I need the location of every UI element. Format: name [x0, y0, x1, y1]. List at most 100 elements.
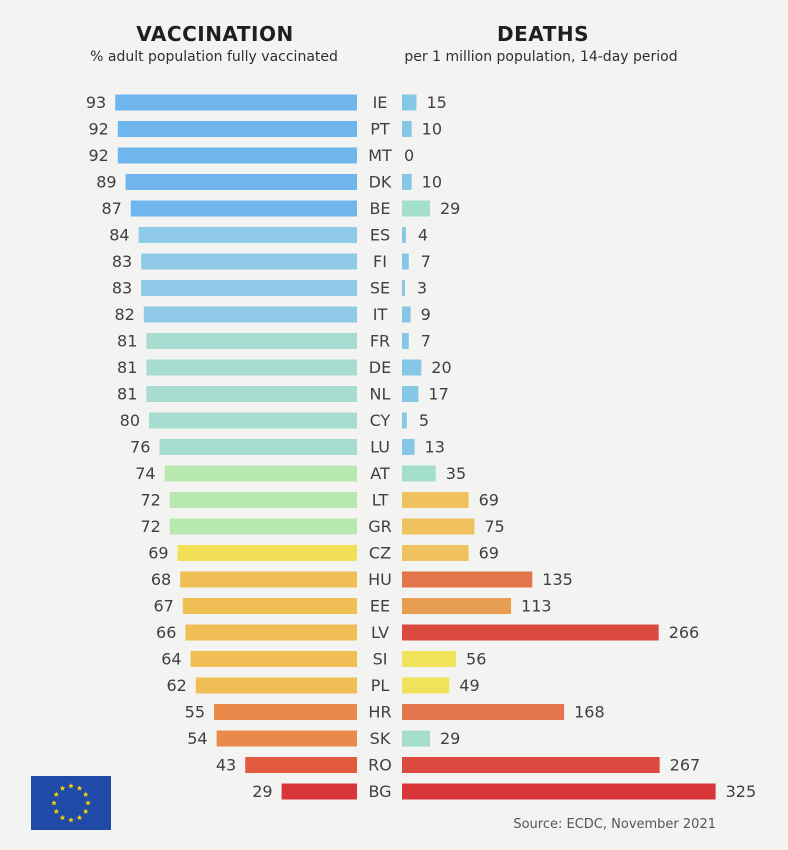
country-code-label: FI [373, 252, 387, 271]
vaccination-bar-cz [177, 545, 357, 561]
vaccination-value-label: 74 [135, 464, 155, 483]
deaths-bar-fr [402, 333, 409, 349]
vaccination-bar-mt [117, 147, 357, 164]
deaths-bar-cz [402, 545, 469, 561]
country-code-label: IT [373, 305, 388, 324]
vaccination-value-label: 64 [161, 650, 181, 669]
flag-star [68, 783, 74, 789]
flag-star [85, 800, 91, 806]
deaths-value-label: 325 [726, 782, 757, 801]
deaths-value-label: 29 [440, 199, 460, 218]
deaths-bar-si [402, 651, 457, 667]
deaths-value-label: 7 [421, 332, 431, 351]
deaths-bar-be [402, 200, 430, 217]
vaccination-bar-pt [117, 121, 357, 137]
deaths-value-label: 113 [521, 597, 552, 616]
flag-star [53, 808, 60, 814]
deaths-bar-cy [402, 412, 407, 429]
country-code-label: DE [369, 358, 391, 377]
deaths-bar-ro [402, 757, 660, 773]
deaths-bar-ee [402, 598, 512, 614]
country-code-label: RO [368, 756, 392, 775]
vaccination-value-label: 84 [109, 226, 129, 245]
vaccination-value-label: 89 [96, 173, 116, 192]
deaths-subtitle: per 1 million population, 14-day period [404, 49, 678, 65]
deaths-bar-at [402, 465, 436, 482]
country-code-label: LV [371, 623, 389, 642]
vaccination-bar-hr [214, 704, 357, 720]
country-code-label: BE [369, 199, 390, 218]
vaccination-bar-fr [146, 333, 357, 349]
vaccination-bar-hu [180, 571, 357, 588]
deaths-bar-nl [402, 386, 419, 402]
deaths-bar-ie [402, 94, 417, 111]
deaths-value-label: 29 [440, 729, 460, 748]
vaccination-value-label: 87 [101, 199, 121, 218]
vaccination-value-label: 72 [140, 517, 160, 536]
deaths-value-label: 5 [419, 411, 429, 430]
deaths-value-label: 3 [417, 279, 427, 298]
vaccination-bar-bg [281, 783, 357, 800]
deaths-bar-pt [402, 121, 412, 137]
country-code-label: LU [370, 438, 390, 457]
flag-star [68, 817, 74, 823]
deaths-bar-gr [402, 518, 475, 535]
vaccination-value-label: 72 [140, 491, 160, 510]
vaccination-bar-lu [159, 439, 357, 455]
deaths-bar-bg [402, 783, 716, 800]
vaccination-value-label: 55 [185, 703, 205, 722]
flag-star [59, 785, 66, 791]
vaccination-value-label: 81 [117, 332, 137, 351]
vaccination-value-label: 67 [153, 597, 173, 616]
deaths-value-label: 20 [431, 358, 451, 377]
flag-star [51, 800, 57, 806]
country-code-label: PT [370, 120, 390, 139]
deaths-bar-fi [402, 253, 409, 270]
country-code-label: SK [370, 729, 391, 748]
deaths-value-label: 7 [421, 252, 431, 271]
flag-star [82, 808, 89, 814]
vaccination-bar-lt [169, 492, 357, 508]
deaths-bar-sk [402, 730, 430, 747]
deaths-title: DEATHS [497, 22, 589, 46]
flag-star [76, 785, 83, 791]
deaths-bar-se [402, 280, 405, 296]
deaths-value-label: 69 [479, 491, 499, 510]
deaths-value-label: 69 [479, 544, 499, 563]
vaccination-bar-ro [245, 757, 357, 773]
country-code-label: FR [370, 332, 390, 351]
country-code-label: SE [370, 279, 390, 298]
deaths-bar-es [402, 227, 406, 243]
deaths-bar-hr [402, 704, 565, 720]
deaths-value-label: 75 [484, 517, 504, 536]
country-code-label: EE [370, 597, 390, 616]
deaths-value-label: 4 [418, 226, 428, 245]
vaccination-bar-be [130, 200, 357, 217]
vaccination-bar-nl [146, 386, 357, 402]
country-code-label: GR [368, 517, 392, 536]
vaccination-value-label: 81 [117, 358, 137, 377]
deaths-value-label: 10 [422, 120, 442, 139]
vaccination-value-label: 76 [130, 438, 150, 457]
deaths-value-label: 17 [428, 385, 448, 404]
country-code-label: MT [368, 146, 392, 165]
vaccination-bar-si [190, 651, 357, 667]
vaccination-bar-dk [125, 174, 357, 190]
vaccination-value-label: 29 [252, 782, 272, 801]
deaths-bar-pl [402, 677, 450, 694]
country-code-label: DK [369, 173, 392, 192]
vaccination-bar-se [141, 280, 357, 296]
country-code-label: NL [370, 385, 391, 404]
deaths-bar-hu [402, 571, 533, 588]
vaccination-subtitle: % adult population fully vaccinated [90, 49, 338, 65]
country-code-label: ES [370, 226, 390, 245]
deaths-bar-lt [402, 492, 469, 508]
country-code-label: HU [368, 570, 392, 589]
vaccination-bar-lv [185, 624, 357, 641]
vaccination-bar-at [164, 465, 357, 482]
vaccination-value-label: 62 [166, 676, 186, 695]
flag-star [59, 814, 66, 821]
vaccination-value-label: 43 [216, 756, 236, 775]
deaths-value-label: 35 [446, 464, 466, 483]
